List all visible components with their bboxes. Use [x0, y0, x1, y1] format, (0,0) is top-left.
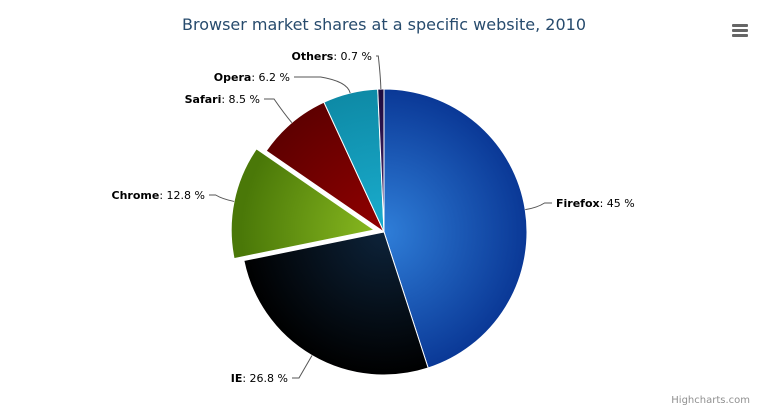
connector-others: [376, 55, 382, 90]
slice-firefox[interactable]: [383, 88, 528, 369]
data-label-opera: Opera: 6.2 %: [214, 71, 290, 84]
data-label-ie: IE: 26.8 %: [231, 372, 288, 385]
slice-ie[interactable]: [243, 231, 429, 376]
slice-others[interactable]: [377, 88, 385, 233]
chart-title: Browser market shares at a specific webs…: [182, 15, 586, 34]
data-label-firefox: Firefox: 45 %: [556, 197, 635, 210]
credits-link[interactable]: Highcharts.com: [671, 395, 750, 406]
connector-firefox: [525, 202, 552, 211]
connector-opera: [294, 76, 351, 94]
data-label-safari: Safari: 8.5 %: [185, 93, 260, 106]
data-label-chrome: Chrome: 12.8 %: [112, 189, 205, 202]
connector-ie: [292, 355, 313, 379]
connector-chrome: [209, 194, 235, 202]
hamburger-menu-icon[interactable]: [728, 18, 752, 42]
data-label-others: Others: 0.7 %: [291, 50, 372, 63]
connector-safari: [264, 98, 293, 124]
